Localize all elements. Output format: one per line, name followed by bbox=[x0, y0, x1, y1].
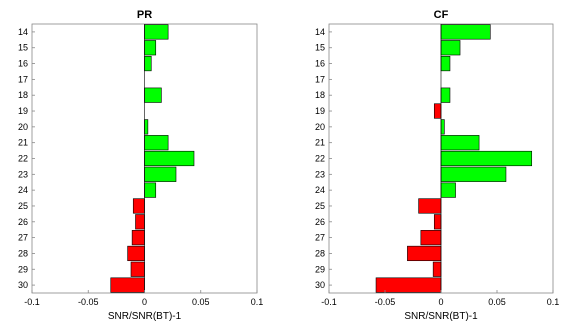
pr-ytick-label: 22 bbox=[18, 154, 28, 164]
pr-ytick-label: 19 bbox=[18, 106, 28, 116]
pr-bar-14 bbox=[144, 24, 169, 40]
cf-ytick-label: 19 bbox=[315, 106, 325, 116]
pr-bar-26 bbox=[135, 214, 145, 230]
pr-ytick-label: 25 bbox=[18, 201, 28, 211]
cf-xtick-label: 0.05 bbox=[488, 297, 506, 307]
cf-ytick-label: 14 bbox=[315, 27, 325, 37]
cf-ytick-label: 18 bbox=[315, 90, 325, 100]
pr-xlabel: SNR/SNR(BT)-1 bbox=[108, 311, 182, 322]
cf-bar-21 bbox=[440, 135, 480, 151]
cf-ytick-label: 26 bbox=[315, 217, 325, 227]
cf-ytick-label: 17 bbox=[315, 74, 325, 84]
cf-ytick-label: 29 bbox=[315, 264, 325, 274]
pr-bar-22 bbox=[144, 150, 195, 167]
pr-ytick-label: 23 bbox=[18, 169, 28, 179]
cf-xtick-label: -0.05 bbox=[375, 297, 396, 307]
cf-bar-30 bbox=[375, 277, 442, 293]
cf-xtick-label: -0.1 bbox=[321, 297, 337, 307]
cf-bar-20 bbox=[440, 119, 445, 135]
pr-bar-18 bbox=[144, 87, 162, 103]
pr-bar-27 bbox=[131, 230, 145, 246]
pr-ytick-label: 28 bbox=[18, 248, 28, 258]
cf-ytick-label: 28 bbox=[315, 248, 325, 258]
cf-chart-title: CF bbox=[434, 9, 449, 21]
pr-ytick-label: 26 bbox=[18, 217, 28, 227]
cf-ytick-label: 25 bbox=[315, 201, 325, 211]
pr-ytick-label: 16 bbox=[18, 59, 28, 69]
cf-bar-23 bbox=[440, 166, 507, 182]
pr-bar-29 bbox=[130, 261, 145, 277]
cf-ytick-label: 21 bbox=[315, 138, 325, 148]
cf-panel: CF 14 15 16 17 18 19 20 21 22 23 24 25 26 27 28 29 30 -0.1… bbox=[315, 9, 559, 322]
cf-ytick-label: 30 bbox=[315, 280, 325, 290]
cf-bar-16 bbox=[440, 55, 451, 72]
pr-ytick-label: 18 bbox=[18, 90, 28, 100]
pr-bar-24 bbox=[144, 182, 157, 198]
cf-bar-18 bbox=[440, 87, 451, 103]
pr-chart-title: PR bbox=[137, 9, 152, 21]
pr-bar-21 bbox=[144, 135, 169, 151]
pr-xtick-label: 0.1 bbox=[251, 297, 264, 307]
pr-xtick-label: 0.05 bbox=[192, 297, 210, 307]
pr-bar-15 bbox=[144, 40, 157, 56]
cf-bar-19 bbox=[433, 103, 442, 119]
pr-ytick-label: 20 bbox=[18, 122, 28, 132]
cf-bar-14 bbox=[440, 24, 491, 40]
pr-panel: PR 14 15 16 17 18 19 20 21 22 23 24 25 26 27 28 29 30 -0.1… bbox=[18, 9, 263, 322]
pr-ytick-label: 14 bbox=[18, 27, 28, 37]
cf-bar-24 bbox=[440, 182, 456, 198]
pr-ytick-label: 15 bbox=[18, 43, 28, 53]
cf-xtick-label: 0.1 bbox=[547, 297, 560, 307]
pr-bar-20 bbox=[144, 119, 149, 135]
pr-ytick-label: 27 bbox=[18, 233, 28, 243]
cf-bar-27 bbox=[420, 230, 442, 246]
cf-ytick-label: 24 bbox=[315, 185, 325, 195]
pr-bar-30 bbox=[110, 277, 145, 293]
cf-bar-22 bbox=[440, 150, 533, 167]
pr-bar-28 bbox=[127, 245, 145, 262]
pr-xtick-label: -0.05 bbox=[78, 297, 99, 307]
cf-bar-26 bbox=[433, 214, 442, 230]
cf-ytick-label: 22 bbox=[315, 154, 325, 164]
pr-xtick-label: 0 bbox=[142, 297, 147, 307]
pr-ytick-label: 21 bbox=[18, 138, 28, 148]
pr-ytick-label: 24 bbox=[18, 185, 28, 195]
cf-ytick-label: 23 bbox=[315, 169, 325, 179]
pr-ytick-label: 30 bbox=[18, 280, 28, 290]
pr-ytick-label: 17 bbox=[18, 74, 28, 84]
pr-bar-16 bbox=[144, 55, 152, 72]
cf-xtick-label: 0 bbox=[438, 297, 443, 307]
cf-ytick-label: 15 bbox=[315, 43, 325, 53]
cf-ytick-label: 20 bbox=[315, 122, 325, 132]
cf-bar-28 bbox=[407, 245, 442, 262]
pr-ytick-label: 29 bbox=[18, 264, 28, 274]
pr-bar-25 bbox=[132, 198, 145, 214]
pr-bar-23 bbox=[144, 166, 177, 182]
cf-bar-25 bbox=[418, 198, 442, 214]
cf-bar-15 bbox=[440, 40, 461, 56]
cf-xlabel: SNR/SNR(BT)-1 bbox=[404, 311, 478, 322]
pr-xtick-label: -0.1 bbox=[24, 297, 40, 307]
cf-ytick-label: 27 bbox=[315, 233, 325, 243]
cf-ytick-label: 16 bbox=[315, 59, 325, 69]
cf-bar-29 bbox=[432, 261, 442, 277]
